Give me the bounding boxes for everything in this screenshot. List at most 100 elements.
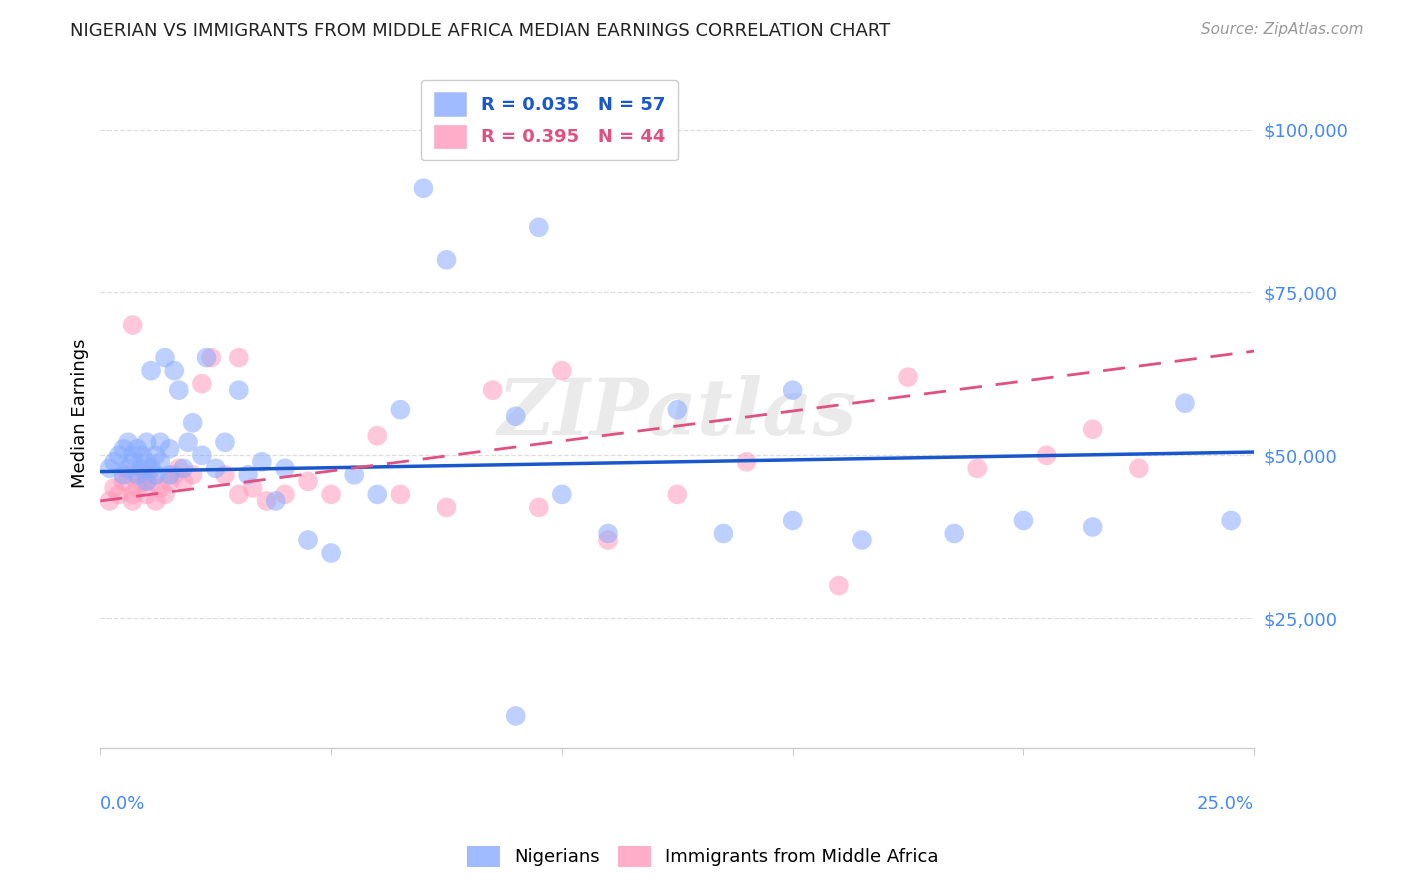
Point [1035, 448, 1057, 462]
Point [1220, 513, 1243, 527]
Point [228, 383, 250, 397]
Point [191, 376, 214, 391]
Point [943, 526, 966, 541]
Point [167, 461, 190, 475]
Point [551, 487, 574, 501]
Point [321, 546, 343, 560]
Point [153, 351, 176, 365]
Point [112, 475, 135, 489]
Point [135, 475, 157, 489]
Point [195, 351, 218, 365]
Point [389, 487, 412, 501]
Point [1128, 461, 1150, 475]
Text: 25.0%: 25.0% [1197, 796, 1254, 814]
Point [527, 220, 550, 235]
Point [121, 455, 143, 469]
Point [527, 500, 550, 515]
Point [191, 448, 214, 462]
Point [228, 487, 250, 501]
Point [966, 461, 988, 475]
Point [1081, 422, 1104, 436]
Point [117, 467, 139, 482]
Point [214, 435, 236, 450]
Point [131, 448, 153, 462]
Point [481, 383, 503, 397]
Point [297, 475, 319, 489]
Point [121, 487, 143, 501]
Text: NIGERIAN VS IMMIGRANTS FROM MIDDLE AFRICA MEDIAN EARNINGS CORRELATION CHART: NIGERIAN VS IMMIGRANTS FROM MIDDLE AFRIC… [70, 22, 890, 40]
Point [782, 383, 804, 397]
Point [112, 442, 135, 456]
Point [135, 487, 157, 501]
Point [163, 363, 186, 377]
Point [782, 513, 804, 527]
Point [127, 442, 149, 456]
Point [250, 455, 273, 469]
Point [274, 461, 297, 475]
Point [505, 409, 527, 424]
Point [596, 533, 619, 547]
Point [127, 467, 149, 482]
Point [172, 475, 194, 489]
Point [139, 363, 162, 377]
Point [127, 481, 149, 495]
Point [159, 467, 181, 482]
Point [214, 467, 236, 482]
Point [121, 448, 143, 462]
Point [117, 461, 139, 475]
Point [103, 481, 125, 495]
Point [366, 487, 388, 501]
Point [135, 467, 157, 482]
Point [1081, 520, 1104, 534]
Point [153, 487, 176, 501]
Point [200, 351, 222, 365]
Text: 0.0%: 0.0% [100, 796, 146, 814]
Point [436, 252, 458, 267]
Point [412, 181, 434, 195]
Point [121, 318, 143, 332]
Point [505, 709, 527, 723]
Point [666, 487, 689, 501]
Point [149, 481, 172, 495]
Point [297, 533, 319, 547]
Point [436, 500, 458, 515]
Point [98, 494, 121, 508]
Point [551, 363, 574, 377]
Point [121, 494, 143, 508]
Point [139, 461, 162, 475]
Point [135, 455, 157, 469]
Point [713, 526, 735, 541]
Text: Source: ZipAtlas.com: Source: ZipAtlas.com [1201, 22, 1364, 37]
Point [274, 487, 297, 501]
Point [828, 579, 851, 593]
Point [145, 448, 167, 462]
Point [228, 351, 250, 365]
Legend: R = 0.035   N = 57, R = 0.395   N = 44: R = 0.035 N = 57, R = 0.395 N = 44 [420, 79, 678, 161]
Text: ZIPatlas: ZIPatlas [498, 375, 858, 451]
Point [177, 435, 200, 450]
Point [98, 461, 121, 475]
Point [131, 475, 153, 489]
Point [236, 467, 259, 482]
Point [242, 481, 264, 495]
Point [103, 455, 125, 469]
Point [181, 416, 204, 430]
Point [108, 487, 131, 501]
Point [366, 429, 388, 443]
Point [897, 370, 920, 384]
Point [145, 467, 167, 482]
Point [204, 461, 226, 475]
Point [131, 461, 153, 475]
Point [256, 494, 278, 508]
Point [117, 435, 139, 450]
Point [149, 435, 172, 450]
Point [163, 467, 186, 482]
Y-axis label: Median Earnings: Median Earnings [72, 338, 89, 488]
Point [735, 455, 758, 469]
Point [666, 402, 689, 417]
Point [596, 526, 619, 541]
Point [149, 455, 172, 469]
Point [159, 442, 181, 456]
Point [181, 467, 204, 482]
Point [1174, 396, 1197, 410]
